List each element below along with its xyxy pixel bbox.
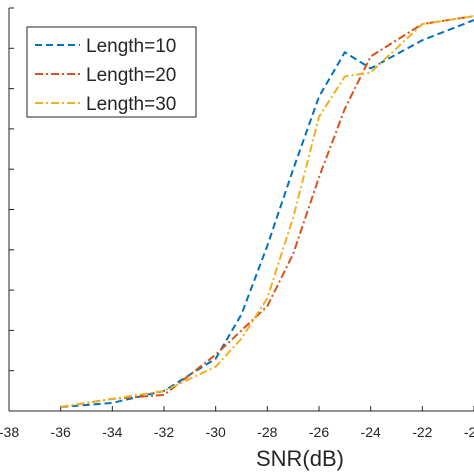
x-tick-label: -24 [361,424,381,440]
x-tick-label: -38 [0,424,19,440]
plot-lines [60,15,474,408]
x-tick-label: -20 [464,424,474,440]
series-line-3 [60,15,474,408]
legend: Length=10 Length=20 Length=30 [26,26,197,118]
legend-label-3: Length=30 [86,94,176,115]
x-tick-label: -34 [102,424,122,440]
x-axis-label: SNR(dB) [256,446,344,471]
x-tick-label: -28 [257,424,277,440]
x-tick-label: -32 [154,424,174,440]
legend-label-1: Length=10 [86,36,176,57]
series-line-1 [60,19,474,408]
x-tick-label: -36 [51,424,71,440]
legend-label-2: Length=20 [86,65,176,86]
x-tick-label: -22 [412,424,432,440]
x-tick-label: -30 [206,424,226,440]
x-tick-label: -26 [309,424,329,440]
axes: -38 -36 -34 -32 -30 -28 -26 -24 -22 -20 [0,7,474,440]
